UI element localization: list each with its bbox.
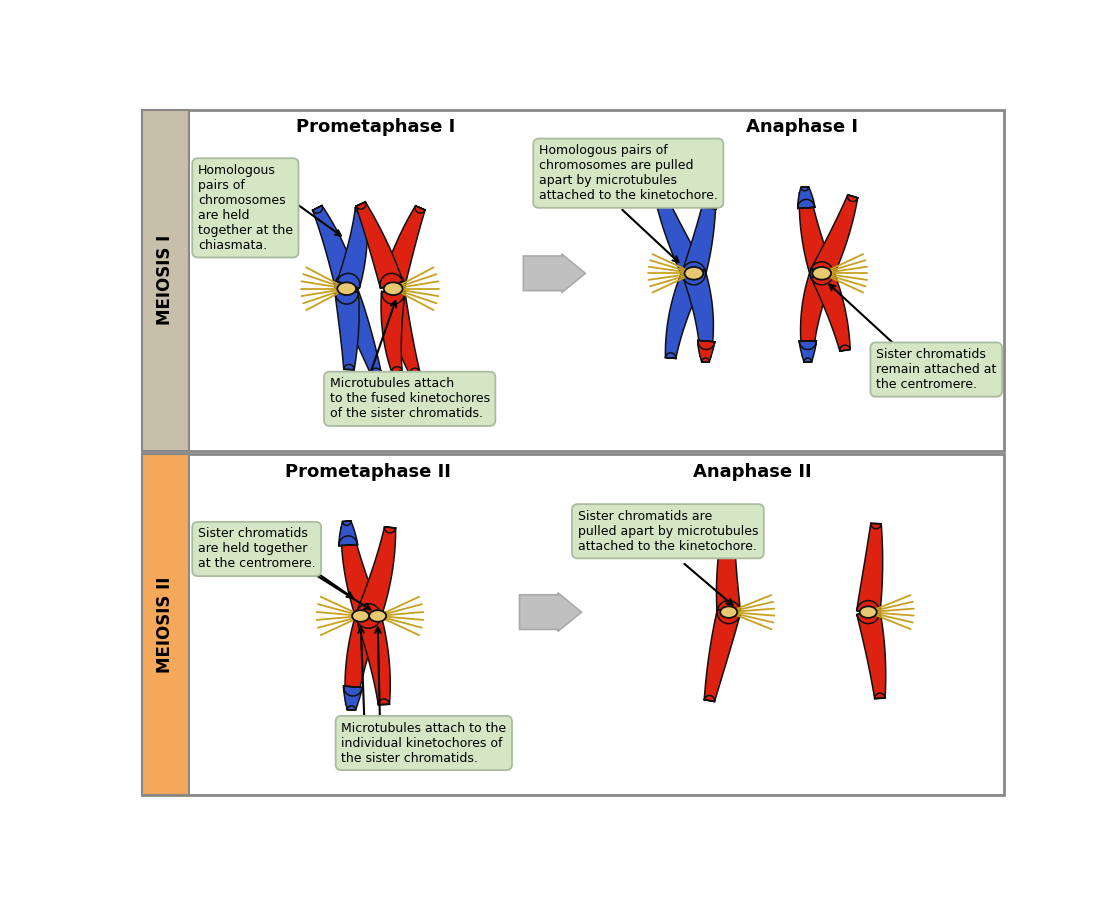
Polygon shape — [345, 612, 380, 705]
Polygon shape — [381, 290, 419, 375]
Bar — [142, 454, 1004, 796]
Polygon shape — [357, 527, 396, 621]
Polygon shape — [341, 527, 380, 621]
Polygon shape — [856, 610, 885, 699]
Text: MEIOSIS II: MEIOSIS II — [157, 577, 174, 674]
Polygon shape — [799, 341, 816, 362]
Polygon shape — [520, 593, 581, 631]
Text: Sister chromatids
remain attached at
the centromere.: Sister chromatids remain attached at the… — [877, 348, 996, 391]
Polygon shape — [335, 288, 381, 375]
Polygon shape — [339, 521, 358, 546]
Polygon shape — [357, 612, 390, 705]
Ellipse shape — [338, 282, 356, 295]
Bar — [142, 110, 1004, 451]
Polygon shape — [856, 524, 882, 613]
Polygon shape — [799, 192, 833, 277]
Text: Anaphase I: Anaphase I — [747, 118, 859, 136]
Text: Anaphase II: Anaphase II — [693, 463, 812, 481]
Polygon shape — [523, 254, 586, 293]
Polygon shape — [356, 202, 402, 288]
Polygon shape — [700, 187, 717, 209]
Bar — [142, 454, 189, 796]
Polygon shape — [665, 269, 704, 358]
Text: Prometaphase I: Prometaphase I — [296, 118, 456, 136]
Polygon shape — [683, 269, 713, 357]
Polygon shape — [381, 292, 405, 373]
Polygon shape — [720, 515, 737, 539]
Text: Homologous
pairs of
chromosomes
are held
together at the
chiasmata.: Homologous pairs of chromosomes are held… — [198, 163, 293, 251]
Polygon shape — [717, 521, 740, 613]
Polygon shape — [313, 206, 358, 288]
Ellipse shape — [684, 267, 703, 279]
Polygon shape — [698, 340, 714, 362]
Text: MEIOSIS I: MEIOSIS I — [157, 235, 174, 325]
Bar — [142, 110, 189, 451]
Polygon shape — [335, 292, 359, 370]
Ellipse shape — [813, 267, 831, 279]
Text: Microtubules attach
to the fused kinetochores
of the sister chromatids.: Microtubules attach to the fused kinetoc… — [330, 377, 490, 420]
Polygon shape — [812, 195, 858, 278]
Ellipse shape — [860, 606, 877, 618]
Polygon shape — [382, 206, 425, 288]
Text: Prometaphase II: Prometaphase II — [285, 463, 452, 481]
Polygon shape — [800, 269, 833, 357]
Polygon shape — [704, 610, 740, 701]
Ellipse shape — [352, 610, 369, 621]
Text: Sister chromatids
are held together
at the centromere.: Sister chromatids are held together at t… — [198, 527, 315, 570]
Ellipse shape — [720, 606, 737, 618]
Ellipse shape — [369, 610, 386, 621]
Polygon shape — [338, 207, 368, 288]
Polygon shape — [683, 192, 717, 277]
Polygon shape — [343, 686, 362, 710]
Polygon shape — [812, 269, 850, 351]
Polygon shape — [654, 190, 704, 278]
Text: Microtubules attach to the
individual kinetochores of
the sister chromatids.: Microtubules attach to the individual ki… — [341, 721, 506, 764]
Polygon shape — [798, 187, 815, 208]
Ellipse shape — [383, 282, 402, 295]
Text: Homologous pairs of
chromosomes are pulled
apart by microtubules
attached to the: Homologous pairs of chromosomes are pull… — [539, 145, 718, 202]
Text: Sister chromatids are
pulled apart by microtubules
attached to the kinetochore.: Sister chromatids are pulled apart by mi… — [578, 510, 758, 553]
